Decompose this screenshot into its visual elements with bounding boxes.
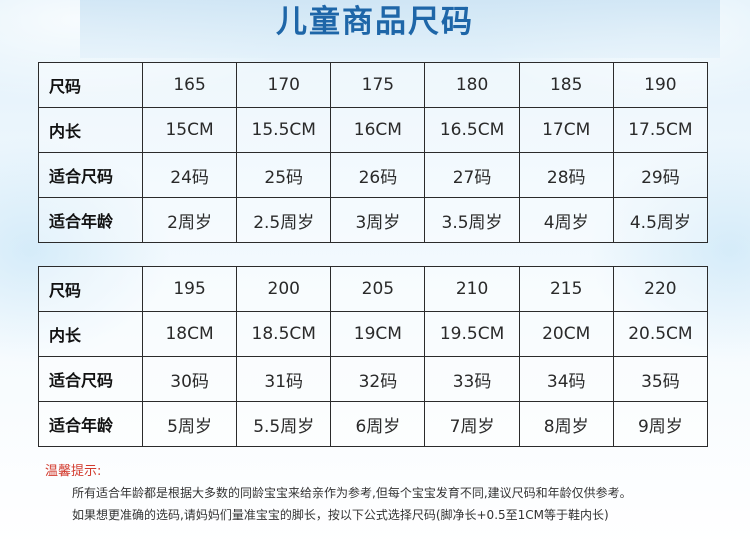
table-cell: 15CM (141, 107, 238, 153)
table-cell: 17.5CM (612, 107, 709, 153)
table-cell: 20CM (518, 311, 614, 357)
row-label: 适合年龄 (38, 401, 143, 447)
table-cell: 185 (518, 62, 614, 108)
row-label: 适合尺码 (38, 152, 143, 198)
table-cell: 7周岁 (424, 401, 520, 447)
tips-heading: 温馨提示: (45, 464, 102, 479)
row-label: 内长 (38, 107, 143, 153)
table-cell: 200 (236, 266, 332, 312)
table-cell: 4.5周岁 (612, 197, 709, 243)
table-row-fit-size: 适合尺码 24码 25码 26码 27码 28码 29码 (38, 152, 709, 198)
table-cell: 29码 (612, 152, 709, 198)
tip-line: 如果想更准确的选码,请妈妈们量准宝宝的脚长，按以下公式选择尺码(脚净长+0.5至… (72, 508, 609, 522)
table-cell: 5.5周岁 (236, 401, 332, 447)
table-cell: 195 (141, 266, 238, 312)
table-cell: 2.5周岁 (236, 197, 332, 243)
table-row-fit-age: 适合年龄 5周岁 5.5周岁 6周岁 7周岁 8周岁 9周岁 (38, 401, 709, 447)
table-cell: 17CM (518, 107, 614, 153)
table-cell: 15.5CM (236, 107, 332, 153)
table-cell: 34码 (518, 356, 614, 402)
table-cell: 210 (424, 266, 520, 312)
size-table-1: 尺码 165 170 175 180 185 190 内长 15CM 15.5C… (38, 62, 709, 243)
table-cell: 220 (612, 266, 709, 312)
table-cell: 24码 (141, 152, 238, 198)
table-cell: 170 (236, 62, 332, 108)
table-cell: 4周岁 (518, 197, 614, 243)
table-cell: 5周岁 (141, 401, 238, 447)
table-cell: 28码 (518, 152, 614, 198)
table-cell: 6周岁 (330, 401, 426, 447)
table-cell: 18CM (141, 311, 238, 357)
table-cell: 19CM (330, 311, 426, 357)
table-row-inner-length: 内长 18CM 18.5CM 19CM 19.5CM 20CM 20.5CM (38, 311, 709, 357)
row-label: 内长 (38, 311, 143, 357)
table-cell: 27码 (424, 152, 520, 198)
table-cell: 16.5CM (424, 107, 520, 153)
title-band (80, 0, 720, 58)
table-cell: 175 (330, 62, 426, 108)
table-cell: 215 (518, 266, 614, 312)
size-table-2: 尺码 195 200 205 210 215 220 内长 18CM 18.5C… (38, 266, 709, 447)
table-cell: 2周岁 (141, 197, 238, 243)
table-cell: 9周岁 (612, 401, 709, 447)
table-cell: 25码 (236, 152, 332, 198)
table-cell: 8周岁 (518, 401, 614, 447)
table-row-fit-size: 适合尺码 30码 31码 32码 33码 34码 35码 (38, 356, 709, 402)
table-row-fit-age: 适合年龄 2周岁 2.5周岁 3周岁 3.5周岁 4周岁 4.5周岁 (38, 197, 709, 243)
row-label: 尺码 (38, 266, 143, 312)
row-label: 适合尺码 (38, 356, 143, 402)
table-cell: 16CM (330, 107, 426, 153)
table-row-size: 尺码 195 200 205 210 215 220 (38, 266, 709, 312)
table-cell: 30码 (141, 356, 238, 402)
table-cell: 20.5CM (612, 311, 709, 357)
table-cell: 31码 (236, 356, 332, 402)
table-cell: 180 (424, 62, 520, 108)
table-cell: 33码 (424, 356, 520, 402)
table-cell: 190 (612, 62, 709, 108)
table-cell: 19.5CM (424, 311, 520, 357)
table-cell: 3周岁 (330, 197, 426, 243)
row-label: 适合年龄 (38, 197, 143, 243)
table-row-inner-length: 内长 15CM 15.5CM 16CM 16.5CM 17CM 17.5CM (38, 107, 709, 153)
row-label: 尺码 (38, 62, 143, 108)
page-title: 儿童商品尺码 (276, 4, 474, 40)
table-cell: 165 (141, 62, 238, 108)
table-cell: 35码 (612, 356, 709, 402)
tip-line: 所有适合年龄都是根据大多数的同龄宝宝来给亲作为参考,但每个宝宝发育不同,建议尺码… (72, 486, 632, 500)
table-cell: 32码 (330, 356, 426, 402)
table-cell: 18.5CM (236, 311, 332, 357)
table-cell: 26码 (330, 152, 426, 198)
table-row-size: 尺码 165 170 175 180 185 190 (38, 62, 709, 108)
table-cell: 3.5周岁 (424, 197, 520, 243)
table-cell: 205 (330, 266, 426, 312)
